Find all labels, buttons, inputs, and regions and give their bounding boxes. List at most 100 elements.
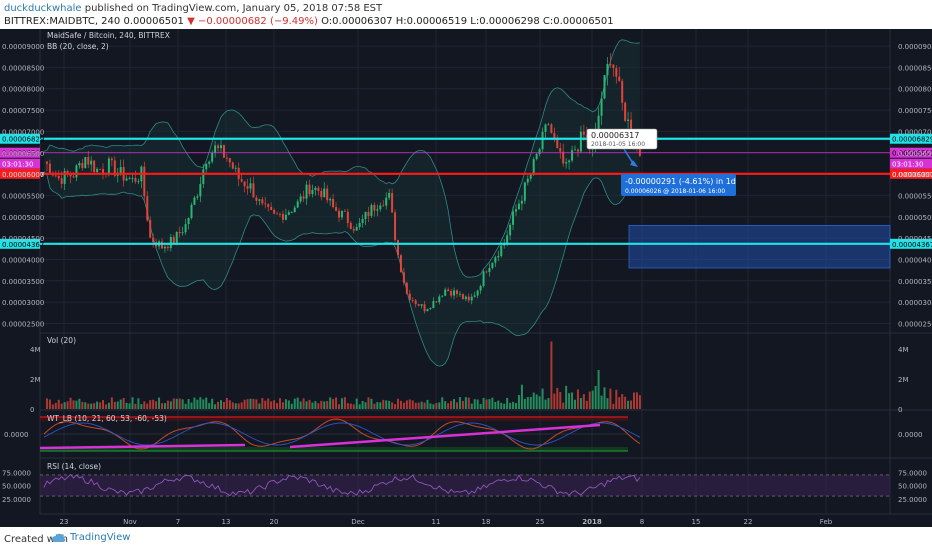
candle-body xyxy=(391,192,394,213)
vol-tick-left: 0 xyxy=(30,406,34,414)
level-badge xyxy=(0,133,40,144)
volume-bar xyxy=(161,403,163,409)
level-badge xyxy=(890,238,932,249)
y-tick-right: 0.00008000 xyxy=(898,86,932,94)
chart-area[interactable]: 0.00006829 0.00006829 0.00006501 03:01:30 0.… xyxy=(0,29,932,527)
volume-bar xyxy=(231,402,234,409)
volume-bar xyxy=(358,404,361,409)
volume-bar xyxy=(193,397,196,409)
volume-bar xyxy=(293,398,296,409)
candle-body xyxy=(423,304,426,312)
volume-bar xyxy=(305,401,308,409)
volume-bar xyxy=(311,402,314,409)
candle-body xyxy=(69,174,72,177)
rsi-tick-right: 75.0000 xyxy=(898,469,927,477)
volume-bar xyxy=(152,399,155,409)
candle-body xyxy=(408,293,411,300)
y-tick-right: 0.00006500 xyxy=(898,150,932,158)
rsi-band xyxy=(40,474,890,497)
volume-bar xyxy=(122,397,125,409)
author-link[interactable]: duckduckwhale xyxy=(4,3,82,14)
volume-bar xyxy=(414,402,417,409)
volume-bar xyxy=(87,403,90,409)
header-bar: duckduckwhale published on TradingView.c… xyxy=(0,0,932,30)
candle-body xyxy=(107,158,110,174)
volume-bar xyxy=(458,397,461,409)
volume-bar xyxy=(190,402,193,409)
candle-body xyxy=(456,290,458,294)
candle-body xyxy=(541,131,544,150)
volume-bar xyxy=(72,400,75,409)
candle-body xyxy=(627,119,630,121)
volume-bar xyxy=(479,404,482,409)
volume-bar xyxy=(485,399,488,409)
volume-bar xyxy=(96,401,99,409)
level-badge xyxy=(890,168,932,179)
volume-bar xyxy=(609,388,612,409)
x-tick: Dec xyxy=(351,518,365,526)
x-tick: 18 xyxy=(482,518,491,526)
volume-bar xyxy=(69,397,72,409)
volume-bar xyxy=(576,389,579,409)
candle-body xyxy=(228,158,231,163)
volume-bar xyxy=(166,400,169,409)
candle-body xyxy=(131,177,134,179)
candle-body xyxy=(149,220,152,238)
volume-bar xyxy=(314,401,317,409)
volume-bar xyxy=(606,398,609,409)
volume-bar xyxy=(340,398,343,409)
volume-bar xyxy=(432,404,435,409)
volume-bar xyxy=(237,403,240,409)
candle-body xyxy=(568,160,571,163)
candle-body xyxy=(217,145,220,149)
candle-body xyxy=(417,304,420,306)
candle-body xyxy=(364,212,367,220)
wavetrend-pane xyxy=(39,416,641,452)
candle-body xyxy=(211,152,214,162)
y-tick-left: 0.00008500 xyxy=(2,64,44,72)
candle-body xyxy=(320,190,323,198)
volume-bar xyxy=(473,399,476,409)
tradingview-logo[interactable]: TradingView xyxy=(52,532,130,543)
forecast-line2: 0.00006026 @ 2018-01-06 16:00 xyxy=(625,188,725,195)
candle-body xyxy=(340,210,343,218)
candle-body xyxy=(152,237,155,243)
candle-body xyxy=(485,271,488,273)
candle-body xyxy=(143,166,146,197)
candle-body xyxy=(461,293,464,300)
volume-bar xyxy=(379,402,382,409)
y-tick-right: 0.00002500 xyxy=(898,320,932,328)
volume-bar xyxy=(222,401,225,409)
volume-bar xyxy=(149,400,152,409)
candle-body xyxy=(618,76,621,81)
y-tick-right: 0.00007500 xyxy=(898,107,932,115)
volume-bar xyxy=(320,400,323,409)
x-tick: 23 xyxy=(60,518,69,526)
volume-bar xyxy=(429,403,432,409)
volume-bar xyxy=(512,401,515,409)
volume-bar xyxy=(574,399,576,409)
candle-body xyxy=(361,219,364,223)
candle-body xyxy=(276,213,279,215)
candle-body xyxy=(166,246,169,249)
volume-bar xyxy=(420,401,423,409)
candle-body xyxy=(60,178,63,184)
candle-body xyxy=(615,68,618,77)
footer-bar: Created with TradingView xyxy=(0,530,932,550)
y-tick-right: 0.00005500 xyxy=(898,192,932,200)
projection-box xyxy=(628,224,891,269)
volume-bar xyxy=(48,399,51,409)
volume-bar xyxy=(208,403,211,409)
candle-body xyxy=(146,196,149,221)
candle-body xyxy=(526,178,529,183)
candle-body xyxy=(523,182,526,201)
rsi-tick-left: 75.0000 xyxy=(2,469,31,477)
chart-svg[interactable]: 0.000068290.000068290.0000650103:01:300.… xyxy=(0,29,932,527)
horizontal-levels: 0.00006829 0.00006829 0.00006501 03:01:30 0.… xyxy=(0,133,932,249)
volume-bar xyxy=(287,400,290,409)
candle-body xyxy=(506,235,509,244)
forecast-arrow xyxy=(630,160,638,167)
volume-bar xyxy=(520,384,523,409)
candle-body xyxy=(329,198,332,201)
vol-tick-right: 4M xyxy=(898,346,909,354)
